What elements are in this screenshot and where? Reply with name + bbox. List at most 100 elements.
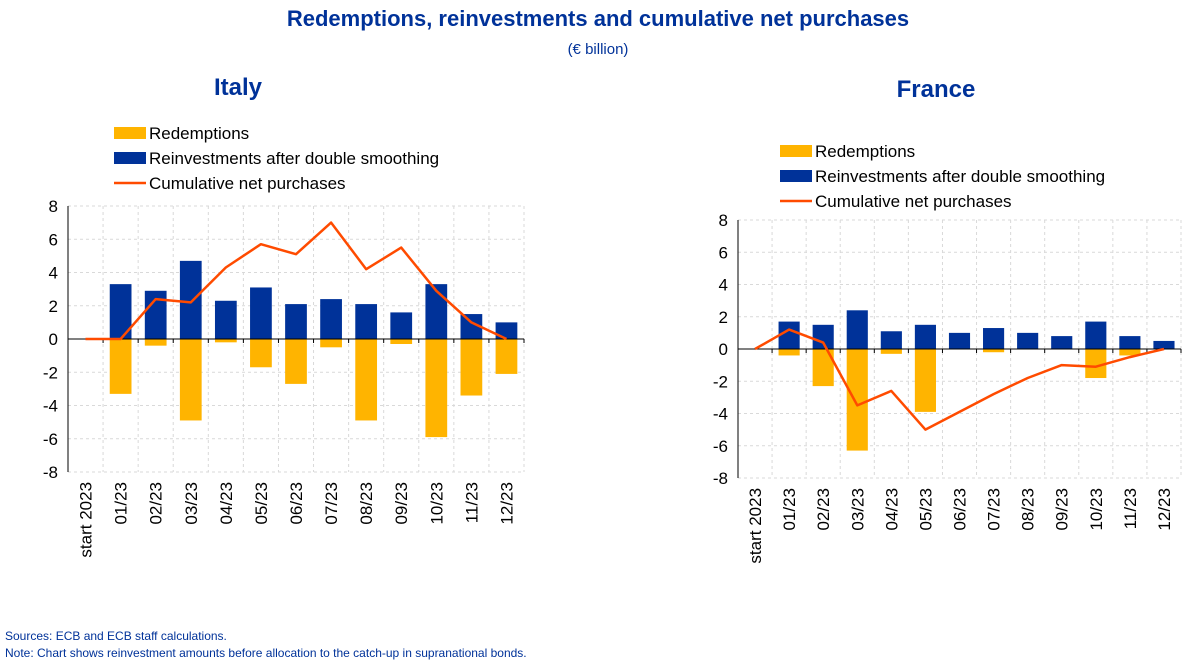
legend-entry: Cumulative net purchases	[815, 192, 1012, 211]
reinvestments-bar	[250, 287, 272, 339]
x-tick-label: 08/23	[1019, 488, 1038, 531]
redemptions-bar	[320, 339, 342, 348]
legend-swatch	[114, 127, 146, 139]
redemptions-bar	[285, 339, 307, 384]
chart-title: Redemptions, reinvestments and cumulativ…	[286, 6, 910, 31]
reinvestments-bar	[778, 321, 800, 349]
redemptions-bar	[1119, 349, 1141, 356]
x-tick-label: 07/23	[985, 488, 1004, 531]
legend-swatch	[114, 152, 146, 164]
y-tick-label: 0	[719, 340, 728, 359]
legend-entry: Reinvestments after double smoothing	[149, 149, 439, 168]
y-tick-label: -8	[713, 469, 728, 488]
redemptions-bar	[109, 339, 132, 394]
x-tick-label: 08/23	[357, 482, 376, 525]
x-tick-label: 03/23	[182, 482, 201, 525]
redemptions-bar	[1085, 349, 1107, 379]
reinvestments-bar	[425, 284, 448, 339]
x-tick-label: 09/23	[392, 482, 411, 525]
x-tick-label: 05/23	[252, 482, 271, 525]
y-tick-label: 4	[49, 264, 58, 283]
reinvestments-bar	[1017, 332, 1039, 349]
y-tick-label: 2	[719, 308, 728, 327]
redemptions-bar	[390, 339, 413, 344]
redemptions-bar	[214, 339, 237, 343]
y-tick-label: -6	[43, 430, 58, 449]
x-tick-label: 04/23	[217, 482, 236, 525]
redemptions-bar	[778, 349, 800, 356]
italy-chart: Italy Redemptions Reinvestments after doub…	[43, 74, 525, 558]
footer: Sources: ECB and ECB staff calculations.…	[5, 628, 527, 662]
reinvestments-bar	[880, 331, 902, 349]
redemptions-bar	[880, 349, 902, 354]
x-tick-label: 01/23	[780, 488, 799, 531]
x-tick-label: 02/23	[814, 488, 833, 531]
y-tick-label: 0	[49, 330, 58, 349]
redemptions-bar	[495, 339, 518, 374]
x-tick-label: 03/23	[848, 488, 867, 531]
y-tick-label: -2	[713, 372, 728, 391]
redemptions-bar	[144, 339, 167, 346]
reinvestments-bar	[812, 324, 834, 349]
chart-subtitle: (€ billion)	[567, 41, 629, 58]
y-tick-label: -6	[713, 437, 728, 456]
y-tick-label: -4	[713, 405, 728, 424]
reinvestments-bar	[320, 299, 342, 339]
reinvestments-bar	[495, 322, 518, 339]
redemptions-bar	[425, 339, 448, 438]
x-tick-label: 04/23	[882, 488, 901, 531]
legend-entry: Redemptions	[149, 124, 249, 143]
x-tick-label: 06/23	[287, 482, 306, 525]
x-tick-label: 05/23	[916, 488, 935, 531]
reinvestments-bar	[948, 332, 971, 349]
reinvestments-bar	[1153, 340, 1175, 349]
chart-note: Note: Chart shows reinvestment amounts b…	[5, 646, 527, 660]
x-tick-label: 12/23	[1155, 488, 1174, 531]
cumulative-net-purchases-line	[85, 221, 508, 341]
reinvestments-bar	[390, 312, 413, 339]
reinvestments-bar	[355, 304, 378, 339]
y-tick-label: 4	[719, 276, 728, 295]
reinvestments-bar	[179, 260, 202, 339]
cumulative-net-purchases-line	[754, 328, 1165, 431]
redemptions-bar	[460, 339, 483, 396]
reinvestments-bar	[983, 328, 1005, 349]
y-tick-label: 2	[49, 297, 58, 316]
redemptions-bar	[179, 339, 202, 421]
x-tick-label: 10/23	[427, 482, 446, 525]
legend-entry: Redemptions	[815, 142, 915, 161]
reinvestments-bar	[144, 290, 167, 339]
redemptions-bar	[846, 349, 868, 451]
reinvestments-bar	[1119, 336, 1141, 349]
legend-entry: Cumulative net purchases	[149, 174, 346, 193]
redemptions-bar	[983, 349, 1005, 353]
y-tick-label: 8	[49, 197, 58, 216]
x-tick-label: 02/23	[147, 482, 166, 525]
x-tick-label: 06/23	[951, 488, 970, 531]
redemptions-bar	[914, 349, 936, 412]
sources-note: Sources: ECB and ECB staff calculations.	[5, 629, 227, 643]
reinvestments-bar	[914, 324, 936, 349]
legend-swatch	[780, 170, 812, 182]
france-chart: France Redemptions Reinvestments after dou…	[713, 76, 1182, 564]
reinvestments-bar	[1051, 336, 1073, 349]
reinvestments-bar	[1085, 321, 1107, 349]
y-tick-label: -2	[43, 363, 58, 382]
x-tick-label: 11/23	[1121, 488, 1140, 529]
x-tick-label: 07/23	[322, 482, 341, 525]
reinvestments-bar	[846, 310, 868, 349]
y-tick-label: 8	[719, 211, 728, 230]
x-tick-label: 01/23	[112, 482, 131, 525]
x-tick-label: start 2023	[746, 488, 765, 564]
redemptions-bar	[812, 349, 834, 387]
panel-title: France	[897, 76, 976, 103]
y-tick-label: 6	[719, 243, 728, 262]
reinvestments-bar	[109, 284, 132, 339]
y-tick-label: -4	[43, 397, 58, 416]
reinvestments-bar	[285, 304, 307, 339]
y-tick-label: 6	[49, 230, 58, 249]
reinvestments-bar	[214, 300, 237, 339]
x-tick-label: start 2023	[77, 482, 96, 558]
x-tick-label: 09/23	[1053, 488, 1072, 531]
y-tick-label: -8	[43, 463, 58, 482]
